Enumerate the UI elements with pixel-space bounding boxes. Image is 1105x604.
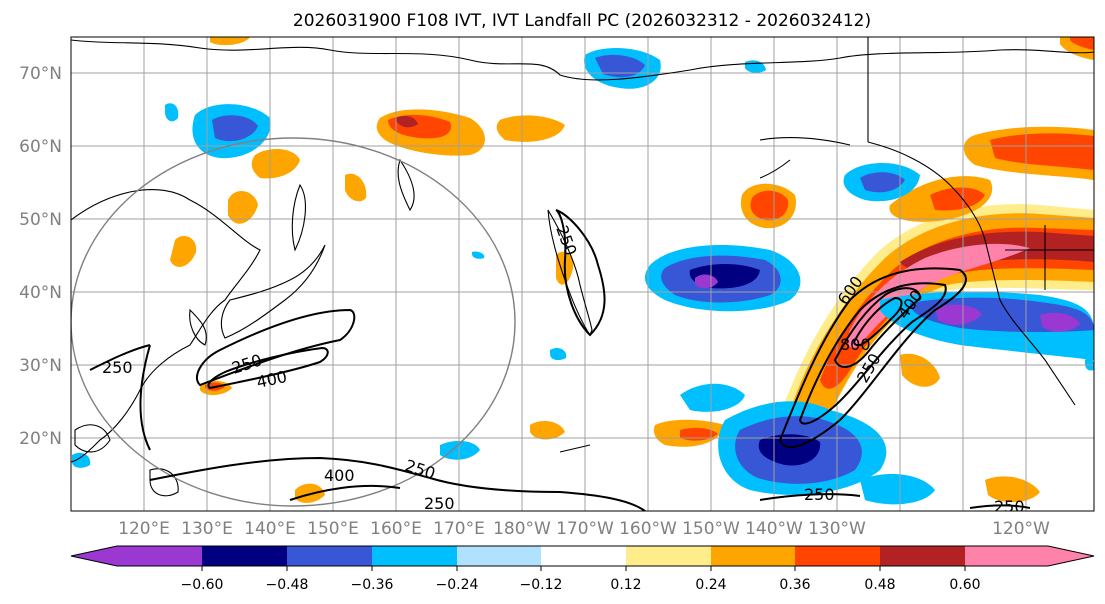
latitude-labels: 70°N 60°N 50°N 40°N 30°N 20°N bbox=[19, 64, 62, 449]
lon-label: 140°W bbox=[745, 519, 803, 539]
colorbar: −0.60 −0.48 −0.36 −0.24 −0.12 0.12 0.24 … bbox=[70, 545, 1095, 593]
lat-label: 50°N bbox=[19, 210, 62, 230]
map-frame bbox=[70, 36, 1095, 512]
contour-label: 250 bbox=[994, 497, 1025, 516]
lon-label: 180°W bbox=[493, 519, 551, 539]
lat-label: 70°N bbox=[19, 64, 62, 84]
colorbar-tick-label: 0.36 bbox=[779, 577, 810, 593]
colorbar-seg-0 bbox=[71, 546, 202, 566]
lon-label: 160°W bbox=[619, 519, 677, 539]
colorbar-tick-label: 0.48 bbox=[864, 577, 895, 593]
colorbar-tick-label: 0.24 bbox=[695, 577, 726, 593]
colorbar-tick-label: −0.12 bbox=[520, 577, 563, 593]
colorbar-seg-6 bbox=[626, 546, 711, 566]
contour-label: 800 bbox=[840, 335, 871, 354]
contour-plume-400 bbox=[798, 282, 947, 425]
lon-label: 130°E bbox=[181, 519, 233, 539]
lon-label: 120°W bbox=[992, 519, 1050, 539]
contour-label: 400 bbox=[324, 466, 355, 485]
lat-label: 20°N bbox=[19, 429, 62, 449]
lon-label: 170°E bbox=[433, 519, 485, 539]
colorbar-seg-3 bbox=[372, 546, 457, 566]
contour-label: 250 bbox=[102, 358, 133, 377]
figure-title: 2026031900 F108 IVT, IVT Landfall PC (20… bbox=[293, 11, 871, 31]
contour-plume-800 bbox=[853, 296, 903, 347]
colorbar-seg-8 bbox=[795, 546, 880, 566]
colorbar-tick-label: −0.24 bbox=[436, 577, 479, 593]
lat-label: 30°N bbox=[19, 356, 62, 376]
colorbar-seg-10 bbox=[965, 546, 1094, 566]
graticule bbox=[71, 37, 1094, 511]
lon-label: 140°E bbox=[244, 519, 296, 539]
colorbar-seg-9 bbox=[880, 546, 965, 566]
landfall-circle bbox=[71, 137, 516, 507]
lon-label: 120°E bbox=[118, 519, 170, 539]
colorbar-seg-2 bbox=[287, 546, 372, 566]
colorbar-seg-7 bbox=[711, 546, 795, 566]
colorbar-tick-label: 0.60 bbox=[949, 577, 980, 593]
contour-label: 250 bbox=[424, 494, 455, 513]
lat-label: 60°N bbox=[19, 137, 62, 157]
colorbar-seg-5 bbox=[541, 546, 626, 566]
lon-label: 150°E bbox=[307, 519, 359, 539]
lat-label: 40°N bbox=[19, 283, 62, 303]
ivt-contours bbox=[89, 209, 1031, 511]
colorbar-tick-label: −0.60 bbox=[181, 577, 224, 593]
contour-plume-600 bbox=[833, 287, 922, 368]
lon-label: 130°W bbox=[808, 519, 866, 539]
contour-label: 250 bbox=[804, 485, 835, 504]
ivt-shading-layer bbox=[72, 37, 1094, 505]
longitude-labels: 120°E 130°E 140°E 150°E 160°E 170°E 180°… bbox=[118, 519, 1050, 539]
contour-plume-250 bbox=[778, 267, 967, 449]
colorbar-outline bbox=[70, 545, 1095, 567]
colorbar-tick-label: 0.12 bbox=[610, 577, 641, 593]
lon-label: 170°W bbox=[556, 519, 614, 539]
coastlines bbox=[71, 37, 1094, 497]
lon-label: 160°E bbox=[370, 519, 422, 539]
colorbar-seg-1 bbox=[202, 546, 287, 566]
colorbar-seg-4 bbox=[457, 546, 541, 566]
colorbar-tick-label: −0.48 bbox=[266, 577, 309, 593]
lon-label: 150°W bbox=[682, 519, 740, 539]
colorbar-tick-label: −0.36 bbox=[351, 577, 394, 593]
map-panel: 250 250 400 250 400 250 250 600 800 400 … bbox=[70, 36, 1095, 516]
